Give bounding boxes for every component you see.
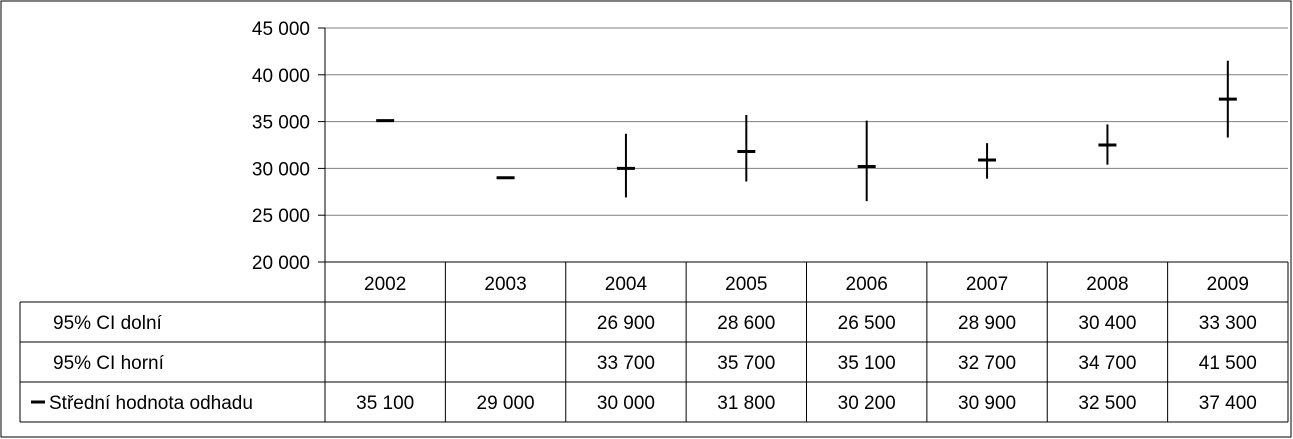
x-category-label: 2009 [1207, 274, 1249, 295]
data-label: 32 500 [1078, 393, 1136, 414]
data-label: 30 000 [597, 393, 655, 414]
data-label: 32 700 [958, 353, 1016, 374]
y-tick-label: 20 000 [252, 253, 310, 274]
data-label: 33 300 [1199, 313, 1257, 334]
data-label: 28 900 [958, 313, 1016, 334]
y-tick-label: 30 000 [252, 159, 310, 180]
y-tick-label: 45 000 [252, 19, 310, 40]
data-label: 33 700 [597, 353, 655, 374]
y-tick-label: 40 000 [252, 66, 310, 87]
data-marks [376, 60, 1237, 202]
data-label: 30 200 [838, 393, 896, 414]
x-category-label: 2003 [484, 274, 526, 295]
data-label: 34 700 [1078, 353, 1136, 374]
x-category-label: 2004 [605, 274, 648, 295]
x-category-label: 2007 [966, 274, 1008, 295]
data-label: 37 400 [1199, 393, 1257, 414]
x-category-label: 2008 [1086, 274, 1128, 295]
data-label: 41 500 [1199, 353, 1257, 374]
x-category-label: 2002 [364, 274, 406, 295]
y-axis-tick-labels: 20 000 25 000 30 000 35 000 40 000 45 000 [252, 19, 310, 274]
x-category-label: 2006 [846, 274, 888, 295]
data-label: 28 600 [717, 313, 775, 334]
series-name: Střední hodnota odhadu [49, 393, 253, 414]
data-label: 29 000 [477, 393, 535, 414]
data-label: 35 100 [356, 393, 414, 414]
series-name: 95% CI dolní [53, 313, 163, 334]
x-category-label: 2005 [725, 274, 767, 295]
series-name: 95% CI horní [53, 353, 165, 374]
data-table: 2002 2003 2004 2005 2006 2007 2008 2009 95% CI d… [19, 261, 1289, 423]
data-label: 26 500 [838, 313, 896, 334]
data-label: 35 100 [838, 353, 896, 374]
data-label: 30 400 [1078, 313, 1136, 334]
gridlines [318, 27, 1288, 263]
y-tick-label: 25 000 [252, 206, 310, 227]
data-label: 30 900 [958, 393, 1016, 414]
data-label: 31 800 [717, 393, 775, 414]
data-label: 26 900 [597, 313, 655, 334]
data-label: 35 700 [717, 353, 775, 374]
y-tick-label: 35 000 [252, 113, 310, 134]
